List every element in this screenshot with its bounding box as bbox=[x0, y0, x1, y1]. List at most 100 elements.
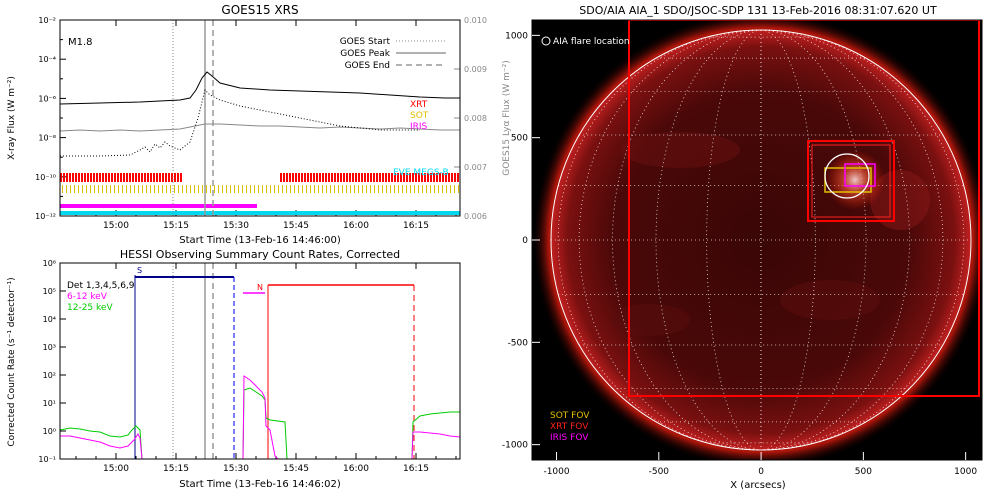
xrt-coverage-mark bbox=[72, 173, 74, 182]
aia-x-tick-label: -500 bbox=[649, 467, 670, 477]
sot-coverage-mark bbox=[178, 185, 179, 193]
xrt-coverage-mark bbox=[409, 173, 411, 182]
xrt-coverage-mark bbox=[159, 173, 161, 182]
sot-coverage-mark bbox=[242, 185, 243, 193]
goes-right-tick-label: 0.008 bbox=[464, 114, 487, 123]
xrt-coverage-mark bbox=[180, 173, 182, 182]
sot-coverage-mark bbox=[202, 185, 203, 193]
aia-x-tick-label: 500 bbox=[855, 467, 872, 477]
goes-instrument-labels: XRT SOT IRIS EVE MEGS-B bbox=[393, 100, 449, 178]
sot-coverage-mark bbox=[454, 185, 455, 193]
hessi-y-tick-label: 10⁵ bbox=[43, 287, 56, 296]
goes-label-sot: SOT bbox=[410, 111, 429, 121]
sot-coverage-mark bbox=[214, 185, 215, 193]
sot-coverage-mark bbox=[142, 185, 143, 193]
xrt-coverage-mark bbox=[448, 173, 450, 182]
sot-coverage-mark bbox=[126, 185, 127, 193]
xrt-coverage-mark bbox=[355, 173, 357, 182]
xrt-coverage-mark bbox=[123, 173, 125, 182]
xrt-coverage-mark bbox=[286, 173, 288, 182]
goes-x-tick-label: 16:15 bbox=[403, 221, 429, 231]
hessi-x-tick-label: 15:15 bbox=[163, 464, 189, 474]
sot-coverage-mark bbox=[250, 185, 251, 193]
sot-coverage-mark bbox=[310, 185, 311, 193]
xrt-coverage-mark bbox=[352, 173, 354, 182]
xrt-coverage-mark bbox=[153, 173, 155, 182]
sot-coverage-mark bbox=[422, 185, 423, 193]
sot-coverage-mark bbox=[234, 185, 235, 193]
xrt-coverage-mark bbox=[280, 173, 282, 182]
xrt-coverage-mark bbox=[379, 173, 381, 182]
goes-left-tick-label: 10⁻¹⁰ bbox=[35, 173, 56, 182]
aia-longitude-line bbox=[760, 29, 944, 451]
goes-right-tick-label: 0.006 bbox=[464, 212, 487, 221]
sot-coverage-mark bbox=[306, 185, 307, 193]
xrt-coverage-mark bbox=[325, 173, 327, 182]
sot-coverage-mark bbox=[438, 185, 439, 193]
hessi-y-tick-label: 10¹ bbox=[43, 399, 56, 408]
xrt-coverage-mark bbox=[84, 173, 86, 182]
goes-x-tick-label: 15:15 bbox=[163, 221, 189, 231]
xrt-coverage-mark bbox=[135, 173, 137, 182]
sot-coverage-mark bbox=[110, 185, 111, 193]
xrt-coverage-mark bbox=[147, 173, 149, 182]
aia-title: SDO/AIA AIA_1 SDO/JSOC-SDP 131 13-Feb-20… bbox=[579, 4, 937, 17]
xrt-fov-partial-1 bbox=[807, 140, 895, 222]
sot-coverage-mark bbox=[334, 185, 335, 193]
xrt-coverage-mark bbox=[283, 173, 285, 182]
xrt-coverage-mark bbox=[361, 173, 363, 182]
goes-panel: GOES15 XRS M1.8 10⁻²10⁻⁴10⁻⁶10⁻⁸10⁻¹⁰10⁻… bbox=[7, 3, 512, 246]
goes-short-channel-curve bbox=[60, 89, 420, 157]
goes-title: GOES15 XRS bbox=[221, 3, 298, 17]
sot-coverage-mark bbox=[274, 185, 275, 193]
aia-x-tick-label: -1000 bbox=[543, 467, 569, 477]
aia-longitude-line bbox=[760, 29, 965, 451]
aia-y-tick-label: 1000 bbox=[505, 31, 528, 41]
xrt-coverage-mark bbox=[93, 173, 95, 182]
aia-y-tick-label: -1000 bbox=[502, 441, 528, 451]
xrt-coverage-mark bbox=[349, 173, 351, 182]
xrt-coverage-mark bbox=[292, 173, 294, 182]
goes-right-tick-label: 0.007 bbox=[464, 163, 487, 172]
hessi-y-tick-label: 10⁶ bbox=[43, 259, 56, 268]
xrt-coverage-mark bbox=[165, 173, 167, 182]
hessi-legend-6-12kev: 6-12 keV bbox=[67, 292, 108, 302]
aia-fov-legend-xrt: XRT FOV bbox=[550, 422, 589, 432]
xrt-coverage-mark bbox=[301, 173, 303, 182]
xrt-coverage-mark bbox=[120, 173, 122, 182]
xrt-coverage-mark bbox=[126, 173, 128, 182]
aia-y-tick-label: 0 bbox=[522, 236, 528, 246]
xrt-coverage-mark bbox=[331, 173, 333, 182]
sot-coverage-mark bbox=[390, 185, 391, 193]
xrt-coverage-mark bbox=[403, 173, 405, 182]
goes-class-label: M1.8 bbox=[68, 37, 93, 48]
hessi-x-tick-label: 15:45 bbox=[283, 464, 309, 474]
xrt-coverage-mark bbox=[433, 173, 435, 182]
sot-coverage-mark bbox=[410, 185, 411, 193]
sot-coverage-mark bbox=[394, 185, 395, 193]
hessi-title: HESSI Observing Summary Count Rates, Cor… bbox=[120, 248, 400, 261]
xrt-coverage-mark bbox=[328, 173, 330, 182]
xrt-coverage-mark bbox=[415, 173, 417, 182]
goes-y-axis-left: 10⁻² 10⁻⁴ 10⁻⁶ 10⁻⁸ 10⁻¹⁰ 10⁻¹² bbox=[35, 16, 66, 221]
sot-coverage-mark bbox=[282, 185, 283, 193]
sot-coverage-mark bbox=[378, 185, 379, 193]
sot-coverage-mark bbox=[118, 185, 119, 193]
aia-limb-outline bbox=[550, 29, 972, 451]
xrt-coverage-mark bbox=[298, 173, 300, 182]
xrt-coverage-mark bbox=[78, 173, 80, 182]
hessi-legend: Det 1,3,4,5,6,9 6-12 keV 12-25 keV S N bbox=[67, 266, 263, 313]
sot-coverage-mark bbox=[154, 185, 155, 193]
sot-coverage-mark bbox=[258, 185, 259, 193]
xrt-coverage-mark bbox=[117, 173, 119, 182]
aia-heliographic-grid bbox=[551, 29, 971, 451]
goes-left-tick-label: 10⁻⁸ bbox=[38, 134, 56, 143]
xrt-coverage-mark bbox=[168, 173, 170, 182]
sot-coverage-mark bbox=[166, 185, 167, 193]
sot-coverage-mark bbox=[386, 185, 387, 193]
hessi-y-tick-label: 10³ bbox=[43, 343, 56, 352]
xrt-coverage-mark bbox=[367, 173, 369, 182]
goes-x-tick-label: 15:00 bbox=[103, 221, 129, 231]
aia-y-tick-label: 500 bbox=[511, 134, 528, 144]
xrt-coverage-mark bbox=[418, 173, 420, 182]
